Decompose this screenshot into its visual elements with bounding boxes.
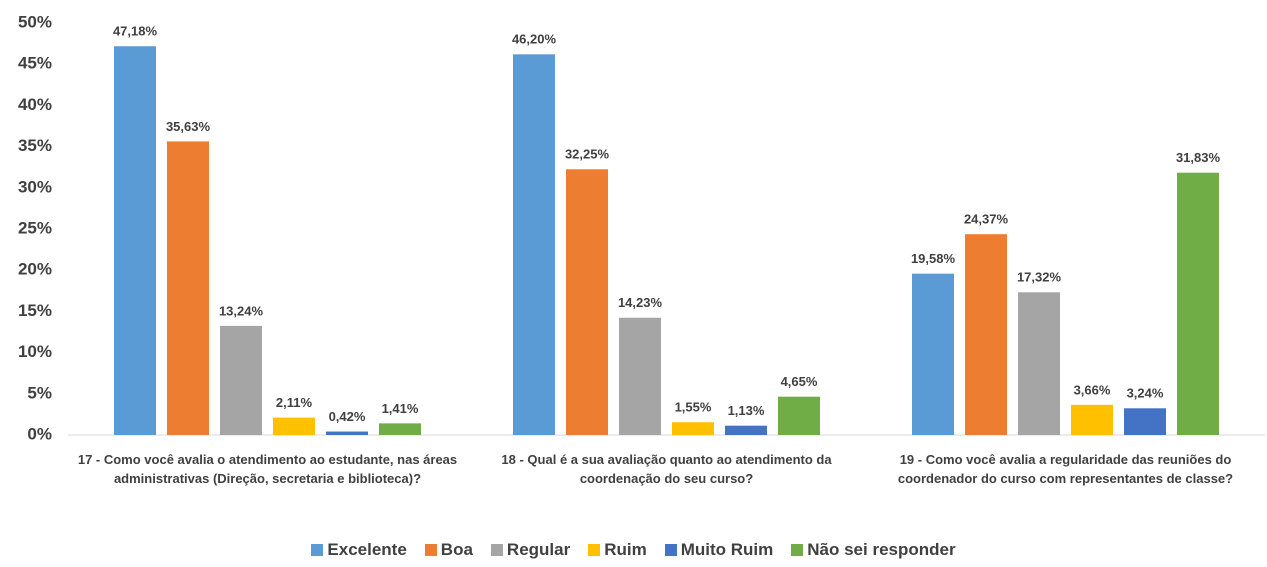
bar <box>379 423 421 435</box>
data-label: 35,63% <box>166 119 211 134</box>
data-label: 47,18% <box>113 24 158 39</box>
bar <box>114 46 156 435</box>
bar <box>1177 172 1219 435</box>
y-tick-label: 5% <box>27 383 52 402</box>
y-tick-label: 50% <box>18 12 52 31</box>
legend: Excelente Boa Regular Ruim Muito Ruim Não sei… <box>0 540 1267 560</box>
y-tick-label: 35% <box>18 136 52 155</box>
y-tick-label: 20% <box>18 260 52 279</box>
legend-swatch <box>311 544 324 556</box>
legend-swatch <box>664 544 677 556</box>
data-label: 32,25% <box>565 147 610 162</box>
legend-label: Boa <box>440 540 473 559</box>
legend-item: Não sei responder <box>791 540 956 560</box>
bar <box>965 234 1007 435</box>
x-tick-label: 17 - Como você avalia o atendimento ao e… <box>77 452 458 486</box>
legend-item: Ruim <box>588 540 647 560</box>
bar <box>273 417 315 435</box>
y-tick-label: 10% <box>18 342 52 361</box>
y-tick-label: 25% <box>18 218 52 237</box>
bar <box>220 325 262 435</box>
data-label: 3,66% <box>1074 382 1111 397</box>
data-label: 1,55% <box>675 400 712 415</box>
data-label: 3,24% <box>1127 386 1164 401</box>
legend-item: Regular <box>490 540 571 560</box>
legend-swatch <box>490 544 503 556</box>
bar <box>912 273 954 435</box>
bar <box>326 431 368 435</box>
legend-label: Regular <box>506 540 571 559</box>
legend-swatch <box>424 544 437 556</box>
bar <box>566 169 608 435</box>
x-tick-label: 18 - Qual é a sua avaliação quanto ao at… <box>501 452 832 486</box>
bar <box>1018 292 1060 435</box>
data-label: 24,37% <box>964 212 1009 227</box>
bar <box>672 422 714 435</box>
data-label: 17,32% <box>1017 270 1062 285</box>
bar <box>513 54 555 435</box>
legend-label: Excelente <box>327 540 407 559</box>
x-tick-label: 19 - Como você avalia a regularidade das… <box>897 452 1234 486</box>
data-label: 2,11% <box>276 395 313 410</box>
bar <box>619 317 661 435</box>
data-label: 1,13% <box>728 403 765 418</box>
data-label: 4,65% <box>781 374 818 389</box>
y-tick-label: 15% <box>18 301 52 320</box>
legend-label: Muito Ruim <box>680 540 774 559</box>
legend-swatch <box>791 544 804 556</box>
bar <box>725 425 767 435</box>
legend-swatch <box>588 544 601 556</box>
data-label: 31,83% <box>1176 150 1221 165</box>
data-label: 1,41% <box>382 401 419 416</box>
y-tick-label: 40% <box>18 95 52 114</box>
data-label: 14,23% <box>618 295 663 310</box>
legend-item: Excelente <box>311 540 407 560</box>
bar <box>778 396 820 435</box>
data-label: 46,20% <box>512 32 557 47</box>
legend-label: Não sei responder <box>807 540 956 559</box>
legend-item: Boa <box>424 540 473 560</box>
legend-item: Muito Ruim <box>664 540 774 560</box>
data-label: 19,58% <box>911 251 956 266</box>
bar <box>1071 404 1113 435</box>
y-tick-label: 30% <box>18 177 52 196</box>
bar <box>167 141 209 435</box>
y-tick-label: 0% <box>27 424 52 443</box>
data-label: 13,24% <box>219 303 264 318</box>
y-tick-label: 45% <box>18 54 52 73</box>
bar <box>1124 408 1166 435</box>
data-label: 0,42% <box>329 409 366 424</box>
legend-label: Ruim <box>604 540 647 559</box>
